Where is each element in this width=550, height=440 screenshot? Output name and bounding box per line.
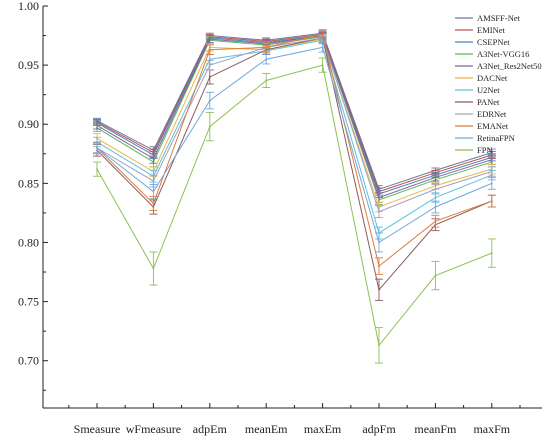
axes: 1.00 0.95 0.90 0.85 0.80 0.75 0.70 Smeasure wFme… <box>18 0 542 436</box>
data-point <box>378 344 380 347</box>
data-point <box>265 58 268 61</box>
y-tick-label: 0.70 <box>18 354 39 368</box>
data-point <box>265 79 268 82</box>
series-group <box>93 29 496 364</box>
data-point <box>490 252 493 255</box>
data-point <box>378 210 380 213</box>
y-tick-label: 0.95 <box>18 58 39 72</box>
data-point <box>265 46 268 49</box>
data-point <box>434 206 437 208</box>
data-point <box>208 99 211 102</box>
data-point <box>378 196 380 199</box>
data-point <box>378 241 380 244</box>
legend-label: PANet <box>477 97 500 107</box>
data-point <box>208 38 211 41</box>
series-line <box>96 32 492 190</box>
data-point <box>490 200 493 202</box>
series-line <box>96 39 492 234</box>
x-tick-label: adpFm <box>362 422 396 436</box>
legend-label: FPN <box>477 145 493 155</box>
legend-label: AMSFF-Net <box>477 13 521 23</box>
x-tick-label: wFmeasure <box>126 422 181 436</box>
x-tick-label: adpEm <box>193 422 228 436</box>
data-point <box>96 168 98 171</box>
data-point <box>321 64 324 67</box>
x-tick-label: Smeasure <box>74 422 121 436</box>
y-tick-label: 0.85 <box>18 176 39 190</box>
legend-label: A3Net-VGG16 <box>477 49 529 59</box>
series-line <box>96 37 492 291</box>
data-point <box>490 158 493 161</box>
series-line <box>96 64 492 347</box>
x-tick-label: meanEm <box>245 422 288 436</box>
data-point <box>434 188 437 191</box>
legend-label: EMANet <box>477 121 509 131</box>
data-point <box>208 125 211 128</box>
data-point <box>152 190 155 193</box>
data-point <box>434 196 437 199</box>
x-tick-label: meanFm <box>414 422 457 436</box>
data-point <box>321 33 324 36</box>
data-point <box>208 76 211 78</box>
legend-label: U2Net <box>477 85 500 95</box>
y-tick-label: 1.00 <box>18 0 39 13</box>
y-tick-label: 0.75 <box>18 295 39 309</box>
series-line <box>96 38 492 208</box>
data-point <box>208 64 211 67</box>
data-point <box>152 157 155 160</box>
data-point <box>96 146 98 149</box>
data-point <box>208 58 211 61</box>
series-fpn <box>93 57 496 364</box>
data-point <box>152 267 155 270</box>
data-point <box>434 176 437 179</box>
data-point <box>490 182 493 185</box>
legend-label: DACNet <box>477 73 508 83</box>
series-line <box>96 37 492 213</box>
x-tick-label: maxFm <box>473 422 510 436</box>
series-line <box>96 33 492 193</box>
data-point <box>434 274 437 277</box>
series-retinafpn <box>93 42 496 253</box>
data-point <box>490 170 493 173</box>
legend-label: EDRNet <box>477 109 507 119</box>
legend-label: CSEPNet <box>477 37 510 47</box>
data-point <box>208 48 211 51</box>
legend: AMSFF-Net EMINet CSEPNet A3Net-VGG16 A3Net_R… <box>455 13 542 155</box>
series-line <box>96 33 492 267</box>
data-point <box>152 202 155 205</box>
x-tick-label: maxEm <box>304 422 342 436</box>
y-tick-label: 0.80 <box>18 235 39 249</box>
data-point <box>96 124 98 127</box>
legend-label: RetinaFPN <box>477 133 515 143</box>
series-line <box>96 46 492 244</box>
data-point <box>378 288 380 291</box>
series-line <box>96 35 492 195</box>
data-point <box>434 220 437 223</box>
legend-label: EMINet <box>477 25 505 35</box>
data-point <box>152 180 155 182</box>
legend-label: A3Net_Res2Net50 <box>477 61 542 71</box>
data-point <box>378 265 380 268</box>
y-tick-label: 0.90 <box>18 117 39 131</box>
series-line <box>96 35 492 199</box>
data-point <box>321 46 324 49</box>
